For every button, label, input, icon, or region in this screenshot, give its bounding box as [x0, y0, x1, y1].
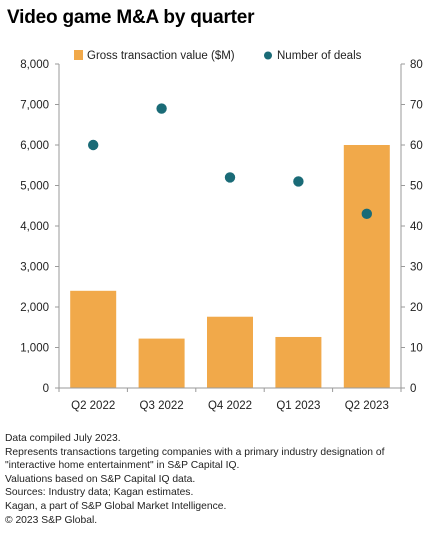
footnote: Valuations based on S&P Capital IQ data. — [5, 473, 196, 485]
x-tick-label: Q2 2022 — [71, 400, 115, 412]
left-tick-label: 0 — [43, 383, 49, 395]
left-tick-label: 5,000 — [20, 181, 49, 193]
left-tick-label: 3,000 — [20, 262, 49, 274]
legend-label: Number of deals — [277, 50, 362, 62]
x-tick-label: Q2 2023 — [345, 400, 389, 412]
legend-swatch-bar — [74, 50, 83, 60]
bar — [207, 316, 253, 388]
legend-label: Gross transaction value ($M) — [87, 50, 235, 62]
left-tick-label: 6,000 — [20, 140, 49, 152]
right-tick-label: 80 — [410, 59, 423, 71]
left-tick-label: 4,000 — [20, 221, 49, 233]
footnote: Sources: Industry data; Kagan estimates. — [5, 487, 194, 499]
data-point — [224, 172, 236, 183]
points — [88, 103, 372, 220]
legend-swatch-point — [264, 51, 272, 60]
right-axis: 0 10 20 30 40 50 60 70 80 — [400, 59, 423, 395]
right-tick-label: 0 — [410, 383, 416, 395]
data-point — [361, 208, 372, 220]
x-axis: Q2 2022 Q3 2022 Q4 2022 Q1 2023 Q2 2023 — [58, 387, 402, 412]
footnote: Represents transactions targeting compan… — [5, 446, 385, 472]
chart-title: Video game M&A by quarter — [7, 7, 255, 28]
right-tick-label: 20 — [410, 302, 423, 314]
left-tick-label: 2,000 — [20, 302, 49, 314]
left-axis: 0 1,000 2,000 3,000 4,000 5,000 6,000 7,000 8,00… — [20, 59, 60, 395]
footnote: © 2023 S&P Global. — [5, 514, 98, 526]
legend: Gross transaction value ($M) Number of de… — [74, 50, 362, 62]
footnote: Kagan, a part of S&P Global Market Intel… — [5, 500, 227, 512]
footnote: Data compiled July 2023. — [5, 433, 121, 444]
x-tick-label: Q1 2023 — [276, 400, 320, 412]
right-tick-label: 40 — [410, 221, 423, 233]
bar — [70, 290, 117, 388]
chart: Gross transaction value ($M) Number of de… — [20, 50, 423, 412]
right-tick-label: 10 — [410, 343, 423, 355]
bars — [70, 145, 390, 388]
x-tick-label: Q3 2022 — [140, 400, 184, 412]
right-tick-label: 30 — [410, 262, 423, 274]
right-tick-label: 70 — [410, 100, 423, 112]
bar — [138, 338, 185, 388]
right-tick-label: 50 — [410, 181, 423, 193]
x-tick-label: Q4 2022 — [208, 400, 252, 412]
left-tick-label: 1,000 — [20, 343, 49, 355]
footnotes: Data compiled July 2023. Represents tran… — [5, 432, 437, 527]
data-point — [293, 176, 304, 187]
right-tick-label: 60 — [410, 140, 423, 152]
bar — [275, 336, 322, 388]
data-point — [156, 103, 167, 114]
left-tick-label: 7,000 — [20, 100, 49, 112]
bar — [343, 145, 390, 388]
left-tick-label: 8,000 — [20, 59, 49, 71]
data-point — [88, 139, 99, 151]
